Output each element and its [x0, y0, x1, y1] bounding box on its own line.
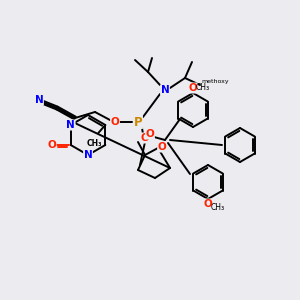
- Text: CH₃: CH₃: [211, 203, 225, 212]
- Text: N: N: [66, 120, 75, 130]
- Text: methoxy: methoxy: [201, 80, 229, 85]
- Text: N: N: [160, 85, 169, 95]
- Text: CH₃: CH₃: [196, 83, 210, 92]
- Text: N: N: [34, 95, 43, 105]
- Text: O: O: [146, 129, 154, 139]
- Text: O: O: [111, 117, 119, 127]
- Text: O: O: [47, 140, 56, 150]
- Text: N: N: [84, 150, 92, 160]
- Text: O: O: [141, 133, 149, 143]
- Text: O: O: [204, 199, 212, 209]
- Text: O: O: [189, 83, 197, 93]
- Text: O: O: [158, 142, 166, 152]
- Text: CH₃: CH₃: [87, 139, 102, 148]
- Text: P: P: [134, 116, 142, 128]
